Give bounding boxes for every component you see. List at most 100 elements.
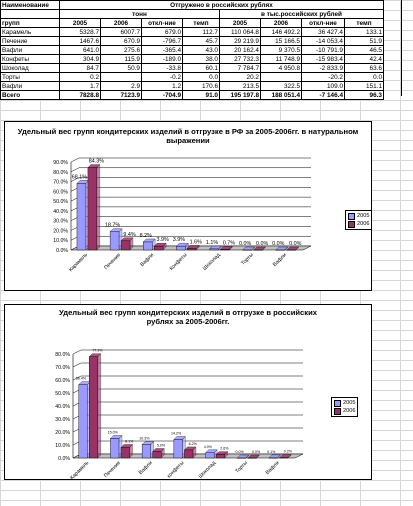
table-cell[interactable]: 43.0 [182,45,220,55]
table-cell[interactable]: -7 146.4 [301,90,345,100]
table-cell[interactable]: -10 791.9 [301,45,345,55]
row-label[interactable]: Вафли [0,81,60,91]
y-tick-label: 40.0% [53,209,68,215]
table-cell[interactable]: 29 219.9 [219,36,261,46]
table-cell[interactable]: 275.6 [100,45,142,55]
header-cell[interactable]: откл-ние [141,18,183,28]
header-cell[interactable]: откл-ние [301,18,345,28]
table-cell[interactable]: 91.0 [182,90,220,100]
row-label[interactable]: Карамель [0,27,60,37]
header-cell[interactable]: групп [0,18,60,28]
table-cell[interactable]: 4 950.8 [260,63,302,73]
table-cell[interactable]: 0.0 [344,72,384,82]
x-tick-label: Вафли [272,252,288,268]
row-label[interactable]: Торты [0,72,60,82]
table-cell[interactable]: 36 427.4 [301,27,345,37]
chart-volume[interactable]: Удельный вес групп кондитерских изделий … [4,121,373,291]
header-empty[interactable] [0,9,60,19]
header-cell[interactable]: 2006 [260,18,302,28]
table-cell[interactable]: 15 166.5 [260,36,302,46]
header-shipped[interactable]: Отгружено в российских рублях [59,0,384,10]
header-cell[interactable]: темп [344,18,384,28]
table-cell[interactable]: 641.0 [59,45,101,55]
table-cell[interactable]: -15 983.4 [301,54,345,64]
table-cell[interactable]: 115.9 [100,54,142,64]
table-cell[interactable]: 27 732.3 [219,54,261,64]
header-cell[interactable]: 2005 [59,18,101,28]
table-cell[interactable]: 6007.7 [100,27,142,37]
table-cell[interactable]: 46.5 [344,45,384,55]
header-thousand-rub[interactable]: в тыс.российских рублей [219,9,384,19]
row-label[interactable]: Всего [0,90,60,100]
table-cell[interactable]: 9 370.5 [260,45,302,55]
table-cell[interactable]: 7123.9 [100,90,142,100]
table-cell[interactable]: 38.0 [182,54,220,64]
table-cell[interactable]: 0.2 [59,72,101,82]
data-label: 0.0% [256,241,268,247]
table-cell[interactable]: 50.9 [100,63,142,73]
table-cell[interactable]: -20.2 [301,72,345,82]
table-cell[interactable] [260,72,302,82]
table-cell[interactable]: 0.0 [182,72,220,82]
table-cell[interactable]: 112.7 [182,27,220,37]
table-cell[interactable]: 195 197.8 [219,90,261,100]
chart-value-title: Удельный вес групп кондитерских изделий … [59,308,317,326]
table-cell[interactable]: -33.8 [141,63,183,73]
table-cell[interactable]: -704.9 [141,90,183,100]
y-tick-label: 60.0% [53,189,68,195]
table-cell[interactable]: 679.0 [141,27,183,37]
table-cell[interactable]: 2.9 [100,81,142,91]
table-cell[interactable]: 151.1 [344,81,384,91]
table-cell[interactable]: 670.9 [100,36,142,46]
table-cell[interactable]: 45.7 [182,36,220,46]
table-cell[interactable]: 51.9 [344,36,384,46]
table-cell[interactable]: 84.7 [59,63,101,73]
table-cell[interactable]: 322.5 [260,81,302,91]
table-cell[interactable] [100,72,142,82]
table-cell[interactable]: -0.2 [141,72,183,82]
table-cell[interactable]: 170.6 [182,81,220,91]
header-cell[interactable]: 2006 [100,18,142,28]
table-cell[interactable]: -796.7 [141,36,183,46]
table-cell[interactable]: 1.2 [141,81,183,91]
bar-2006 [215,451,229,459]
table-cell[interactable]: -189.0 [141,54,183,64]
row-label[interactable]: Вафли [0,45,60,55]
table-cell[interactable]: 213.5 [219,81,261,91]
table-cell[interactable]: 96.3 [344,90,384,100]
header-tonnes[interactable]: тонн [59,9,220,19]
table-cell[interactable]: 304.9 [59,54,101,64]
chart-value[interactable]: Удельный вес групп кондитерских изделий … [4,304,372,480]
table-cell[interactable]: -14 053.4 [301,36,345,46]
table-cell[interactable]: 20.2 [219,72,261,82]
table-cell[interactable]: 133.1 [344,27,384,37]
table-cell[interactable]: 63.6 [344,63,384,73]
bar-2005 [175,242,189,251]
table-cell[interactable]: 42.4 [344,54,384,64]
table-cell[interactable]: 7 784.7 [219,63,261,73]
bar-2005 [236,454,250,459]
table-cell[interactable]: 1467.6 [59,36,101,46]
table-cell[interactable]: 1.7 [59,81,101,91]
table-cell[interactable]: 188 051.4 [260,90,302,100]
bar-2006 [153,242,167,251]
row-label[interactable]: Конфеты [0,54,60,64]
table-cell[interactable]: 11 748.9 [260,54,302,64]
table-cell[interactable]: 109.0 [301,81,345,91]
legend-label-2006: 2006 [343,408,356,414]
row-label[interactable]: Печение [0,36,60,46]
table-cell[interactable]: 146 492.2 [260,27,302,37]
header-cell[interactable]: 2005 [219,18,261,28]
table-cell[interactable]: 7828.8 [59,90,101,100]
header-cell[interactable]: темп [182,18,220,28]
table-cell[interactable]: 20 162.4 [219,45,261,55]
table-cell[interactable]: 5328.7 [59,27,101,37]
data-label: 8.1% [125,439,134,443]
table-cell[interactable]: -2 833.9 [301,63,345,73]
table-cell[interactable]: 110 064.8 [219,27,261,37]
header-name[interactable]: Наименование [0,0,60,10]
row-label[interactable]: Шоколад [0,63,60,73]
table-cell[interactable]: -365.4 [141,45,183,55]
table-cell[interactable]: 60.1 [182,63,220,73]
bar-2006 [152,448,165,459]
